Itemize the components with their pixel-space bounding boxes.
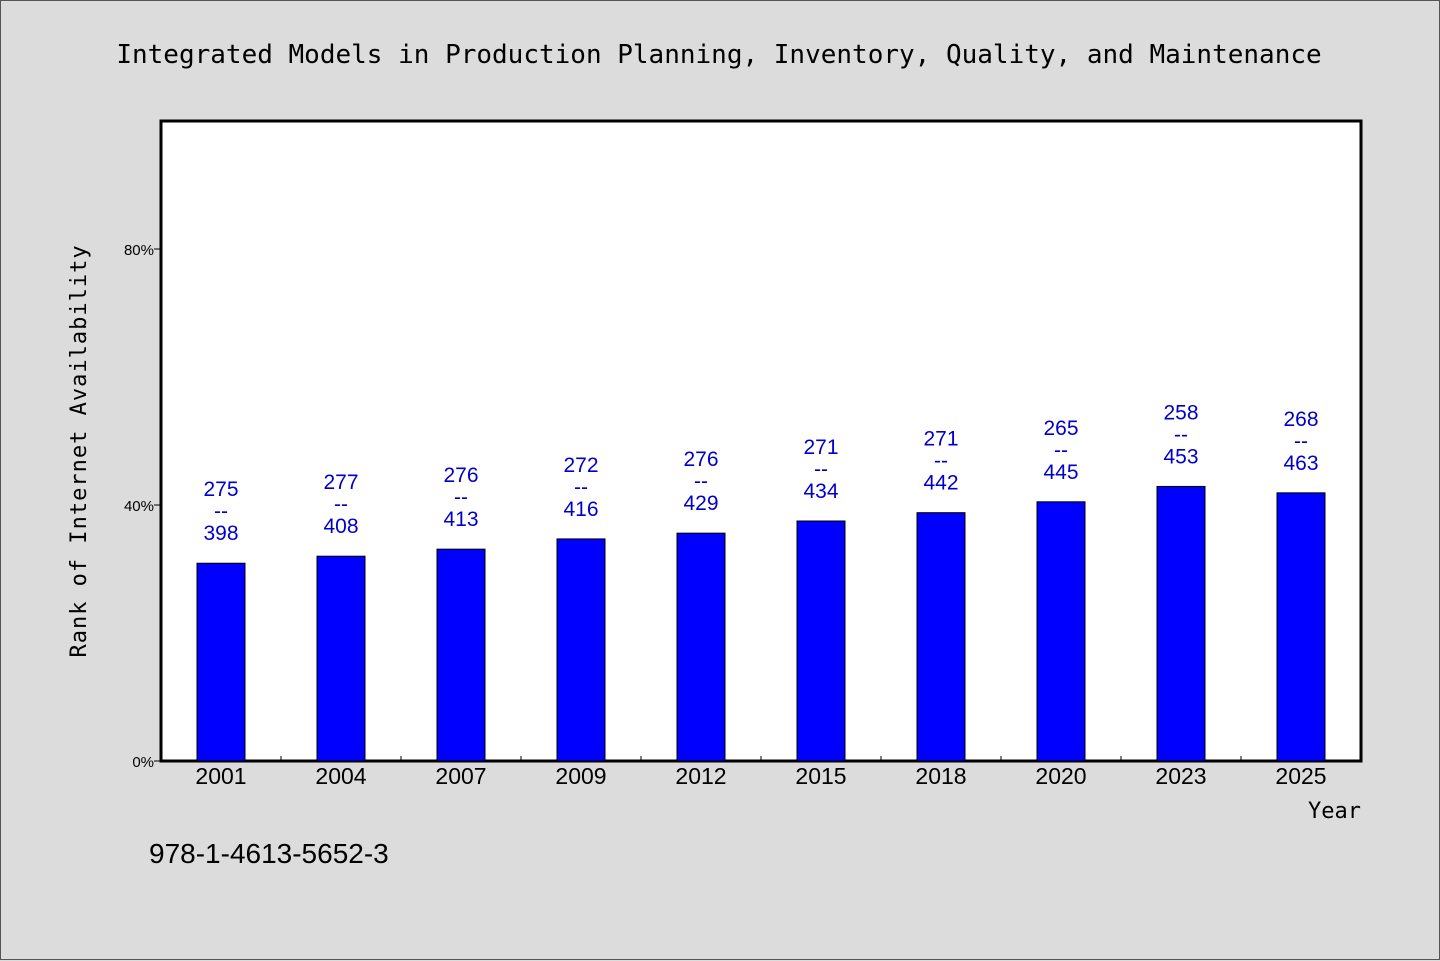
data-label-2009-top: 272 (563, 454, 598, 477)
data-label-2001-bottom: 398 (203, 522, 238, 545)
data-label-2018-top: 271 (923, 428, 958, 451)
y-tick-label-80: 80% (124, 242, 154, 259)
data-label-2012-sep: -- (694, 470, 708, 493)
bar-2025 (1276, 492, 1326, 762)
data-label-2020-top: 265 (1043, 417, 1078, 440)
bar-2018 (916, 512, 966, 762)
data-label-2007-bottom: 413 (443, 508, 478, 531)
data-label-2020-sep: -- (1054, 439, 1068, 462)
x-tick-label-2004: 2004 (315, 763, 366, 789)
bar-2009 (556, 538, 606, 762)
data-label-2023-sep: -- (1174, 423, 1188, 446)
data-label-2001-sep: -- (214, 500, 228, 523)
bar-2023 (1156, 485, 1206, 762)
data-label-2025-top: 268 (1283, 408, 1318, 431)
x-tick-label-2018: 2018 (915, 763, 966, 789)
data-label-2018-sep: -- (934, 450, 948, 473)
data-label-2001-top: 275 (203, 478, 238, 501)
data-label-2004-top: 277 (323, 471, 358, 494)
data-label-2007-sep: -- (454, 486, 468, 509)
bar-2001 (196, 562, 246, 762)
chart-title: Integrated Models in Production Planning… (116, 40, 1321, 70)
bar-2004 (316, 555, 366, 762)
x-tick-label-2023: 2023 (1155, 763, 1206, 789)
x-tick-label-2009: 2009 (555, 763, 606, 789)
x-tick-label-2015: 2015 (795, 763, 846, 789)
data-label-2009-bottom: 416 (563, 498, 598, 521)
bar-2012 (676, 532, 726, 762)
data-label-2004-bottom: 408 (323, 515, 358, 538)
x-tick-label-2012: 2012 (675, 763, 726, 789)
x-tick-label-2020: 2020 (1035, 763, 1086, 789)
isbn-footnote: 978-1-4613-5652-3 (149, 838, 389, 869)
data-label-2018-bottom: 442 (923, 472, 958, 495)
data-label-2015-top: 271 (803, 436, 838, 459)
data-label-2009-sep: -- (574, 476, 588, 499)
data-label-2007-top: 276 (443, 464, 478, 487)
y-tick-label-0: 0% (132, 754, 154, 771)
x-tick-label-2025: 2025 (1275, 763, 1326, 789)
data-label-2025-sep: -- (1294, 430, 1308, 453)
bars-group (196, 485, 1326, 762)
bar-2020 (1036, 501, 1086, 762)
data-label-2004-sep: -- (334, 493, 348, 516)
y-axis: 0% 40% 80% (124, 242, 161, 771)
data-label-2012-bottom: 429 (683, 492, 718, 515)
bar-2007 (436, 548, 486, 762)
data-label-2015-bottom: 434 (803, 480, 838, 503)
y-axis-label: Rank of Internet Availability (67, 244, 92, 657)
x-axis: 2001 2004 2007 2009 2012 2015 2018 2020 2023 2025 (195, 756, 1327, 789)
data-labels-group: 275--398277--408276--413272--416276--429… (203, 401, 1318, 545)
data-label-2020-bottom: 445 (1043, 461, 1078, 484)
x-tick-label-2001: 2001 (195, 763, 246, 789)
data-label-2023-bottom: 453 (1163, 445, 1198, 468)
y-tick-label-40: 40% (124, 498, 154, 515)
data-label-2012-top: 276 (683, 448, 718, 471)
x-axis-label: Year (1308, 799, 1361, 824)
x-tick-label-2007: 2007 (435, 763, 486, 789)
bar-2015 (796, 520, 846, 762)
data-label-2025-bottom: 463 (1283, 452, 1318, 475)
data-label-2015-sep: -- (814, 458, 828, 481)
data-label-2023-top: 258 (1163, 401, 1198, 424)
